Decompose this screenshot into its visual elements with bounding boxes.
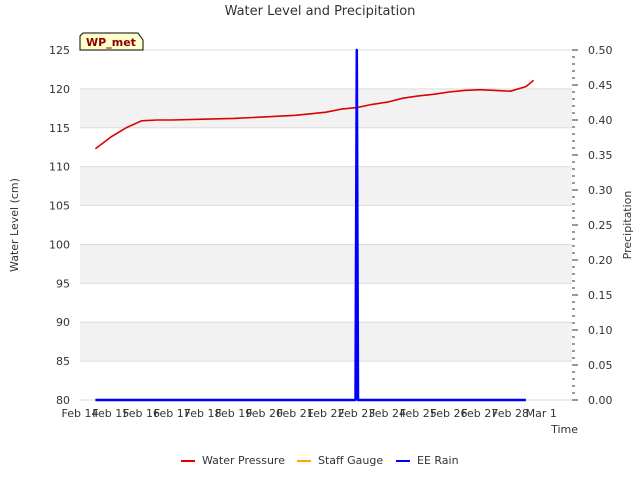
x-tick-label: Feb 26	[431, 407, 468, 420]
y2-tick-label: 0.45	[588, 79, 613, 92]
left-axis: 80 85 90 95 100 105 110 115 120 125	[49, 44, 70, 407]
grid-bands	[80, 88, 572, 362]
series-ee-rain	[95, 48, 526, 402]
x-tick-label: Feb 24	[369, 407, 406, 420]
grid-band	[80, 244, 572, 284]
plot-series	[94, 48, 535, 402]
y-axis-label: Water Level (cm)	[8, 178, 21, 272]
grid-band	[80, 322, 572, 362]
y2-tick-label: 0.00	[588, 394, 613, 407]
x-tick-label: Feb 16	[123, 407, 160, 420]
y2-tick-label: 0.10	[588, 324, 613, 337]
legend-label-water-pressure: Water Pressure	[202, 454, 285, 467]
y2-tick-label: 0.30	[588, 184, 613, 197]
y-tick-label: 110	[49, 161, 70, 174]
y-tick-label: 95	[56, 277, 70, 290]
y-tick-label: 105	[49, 200, 70, 213]
x-axis-label: Time	[550, 423, 578, 436]
series-water-pressure	[94, 79, 535, 150]
x-tick-label: Feb 23	[338, 407, 375, 420]
y2-tick-label: 0.35	[588, 149, 613, 162]
x-tick-label: Feb 17	[154, 407, 191, 420]
x-tick-label: Feb 22	[308, 407, 345, 420]
y2-tick-label: 0.20	[588, 254, 613, 267]
y-tick-label: 90	[56, 316, 70, 329]
y-tick-label: 115	[49, 122, 70, 135]
x-tick-label: Feb 20	[246, 407, 283, 420]
x-tick-label: Feb 19	[215, 407, 252, 420]
grid-band	[80, 166, 572, 206]
x-tick-label: Feb 14	[62, 407, 99, 420]
x-tick-label: Feb 25	[400, 407, 437, 420]
x-tick-label: Feb 18	[185, 407, 222, 420]
y2-axis-label: Precipitation	[621, 191, 634, 260]
x-tick-label: Feb 28	[492, 407, 529, 420]
legend-label-staff-gauge: Staff Gauge	[318, 454, 383, 467]
grid-band	[80, 88, 572, 128]
legend: Water Pressure Staff Gauge EE Rain	[181, 454, 459, 467]
y-tick-label: 120	[49, 83, 70, 96]
y2-tick-label: 0.05	[588, 359, 613, 372]
y-tick-label: 80	[56, 394, 70, 407]
x-tick-label: Feb 21	[277, 407, 314, 420]
site-badge-label: WP_met	[86, 36, 136, 49]
grid-lines	[80, 49, 572, 401]
x-tick-label: Feb 27	[461, 407, 498, 420]
y2-tick-label: 0.50	[588, 44, 613, 57]
right-axis: 0.00 0.05 0.10 0.15 0.20 0.25 0.30 0.35 0.40 0.45…	[572, 44, 613, 407]
y2-tick-label: 0.25	[588, 219, 613, 232]
y-tick-label: 85	[56, 355, 70, 368]
y2-tick-label: 0.40	[588, 114, 613, 127]
chart-title: Water Level and Precipitation	[225, 4, 416, 19]
x-tick-label: Mar 1	[526, 407, 557, 420]
legend-label-ee-rain: EE Rain	[417, 454, 459, 467]
y2-tick-label: 0.15	[588, 289, 613, 302]
x-tick-label: Feb 15	[92, 407, 129, 420]
y-tick-label: 125	[49, 44, 70, 57]
y-tick-label: 100	[49, 238, 70, 251]
site-badge: WP_met	[79, 32, 144, 51]
